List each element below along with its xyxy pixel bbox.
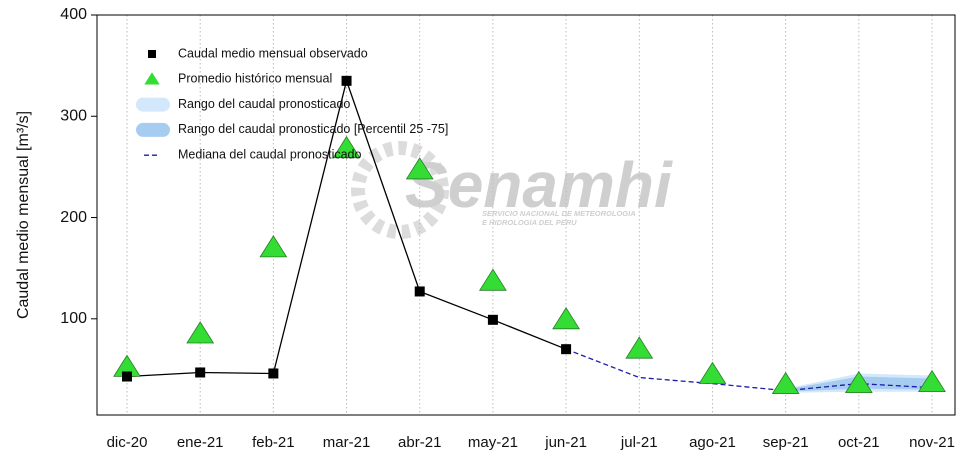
- legend-symbol: [144, 72, 160, 85]
- historic-marker: [844, 370, 873, 394]
- legend-label: Caudal medio mensual observado: [178, 46, 368, 60]
- median-line: [565, 348, 933, 392]
- legend-label: Rango del caudal pronosticado: [178, 97, 350, 111]
- observed-marker: [268, 368, 279, 379]
- observed-marker: [561, 344, 572, 355]
- watermark-logo: [351, 141, 449, 239]
- legend-symbol: [136, 122, 170, 137]
- legend: Caudal medio mensual observado Promedio h…: [136, 46, 448, 161]
- x-tick-label: sep-21: [763, 434, 809, 451]
- legend-symbol: [136, 97, 170, 112]
- legend-label: Rango del caudal pronosticado [Percentil…: [178, 122, 448, 136]
- historic-marker: [625, 336, 654, 359]
- x-tick-label: jun-21: [544, 434, 587, 451]
- y-tick-label: 200: [60, 209, 87, 226]
- x-tick-label: dic-20: [107, 434, 148, 451]
- legend-label: Mediana del caudal pronosticado: [178, 147, 362, 161]
- historic-marker: [332, 135, 361, 159]
- observed-marker: [414, 286, 425, 297]
- plot-frame: [96, 14, 956, 416]
- watermark-subtitle: SERVICIO NACIONAL DE METEOROLOGIA: [482, 209, 636, 218]
- watermark-subtitle: E HIDROLOGIA DEL PERU: [482, 218, 577, 227]
- watermark: Senamhi SERVICIO NACIONAL DE METEOROLOGI…: [351, 141, 673, 239]
- observed-marker: [122, 371, 132, 382]
- legend-symbol: [148, 50, 156, 58]
- observed-marker: [487, 314, 498, 325]
- x-tick-label: may-21: [468, 434, 518, 451]
- historic-marker: [918, 369, 946, 392]
- watermark-title: Senamhi: [405, 149, 673, 221]
- y-tick-label: 300: [60, 107, 87, 124]
- x-tick-label: abr-21: [398, 434, 441, 451]
- y-axis-label: Caudal medio mensual [m³/s]: [15, 111, 32, 319]
- y-tick-label: 400: [60, 6, 87, 23]
- historic-marker: [771, 371, 800, 395]
- x-tick-label: jul-21: [620, 434, 658, 451]
- observed-marker: [195, 367, 206, 378]
- x-tick-label: ene-21: [177, 434, 224, 451]
- historic-marker: [478, 268, 507, 291]
- historic-marker: [186, 321, 215, 344]
- historic-marker: [259, 235, 288, 258]
- historic-marker: [698, 361, 727, 384]
- x-tick-label: mar-21: [323, 434, 371, 451]
- x-tick-label: nov-21: [909, 434, 955, 451]
- historic-marker: [552, 307, 581, 330]
- x-tick-label: feb-21: [252, 434, 295, 451]
- x-tick-label: oct-21: [838, 434, 880, 451]
- historic-marker: [405, 157, 434, 180]
- legend-label: Promedio histórico mensual: [178, 72, 332, 86]
- observed-marker: [341, 75, 352, 86]
- x-tick-label: ago-21: [689, 434, 736, 451]
- y-tick-label: 100: [60, 310, 87, 327]
